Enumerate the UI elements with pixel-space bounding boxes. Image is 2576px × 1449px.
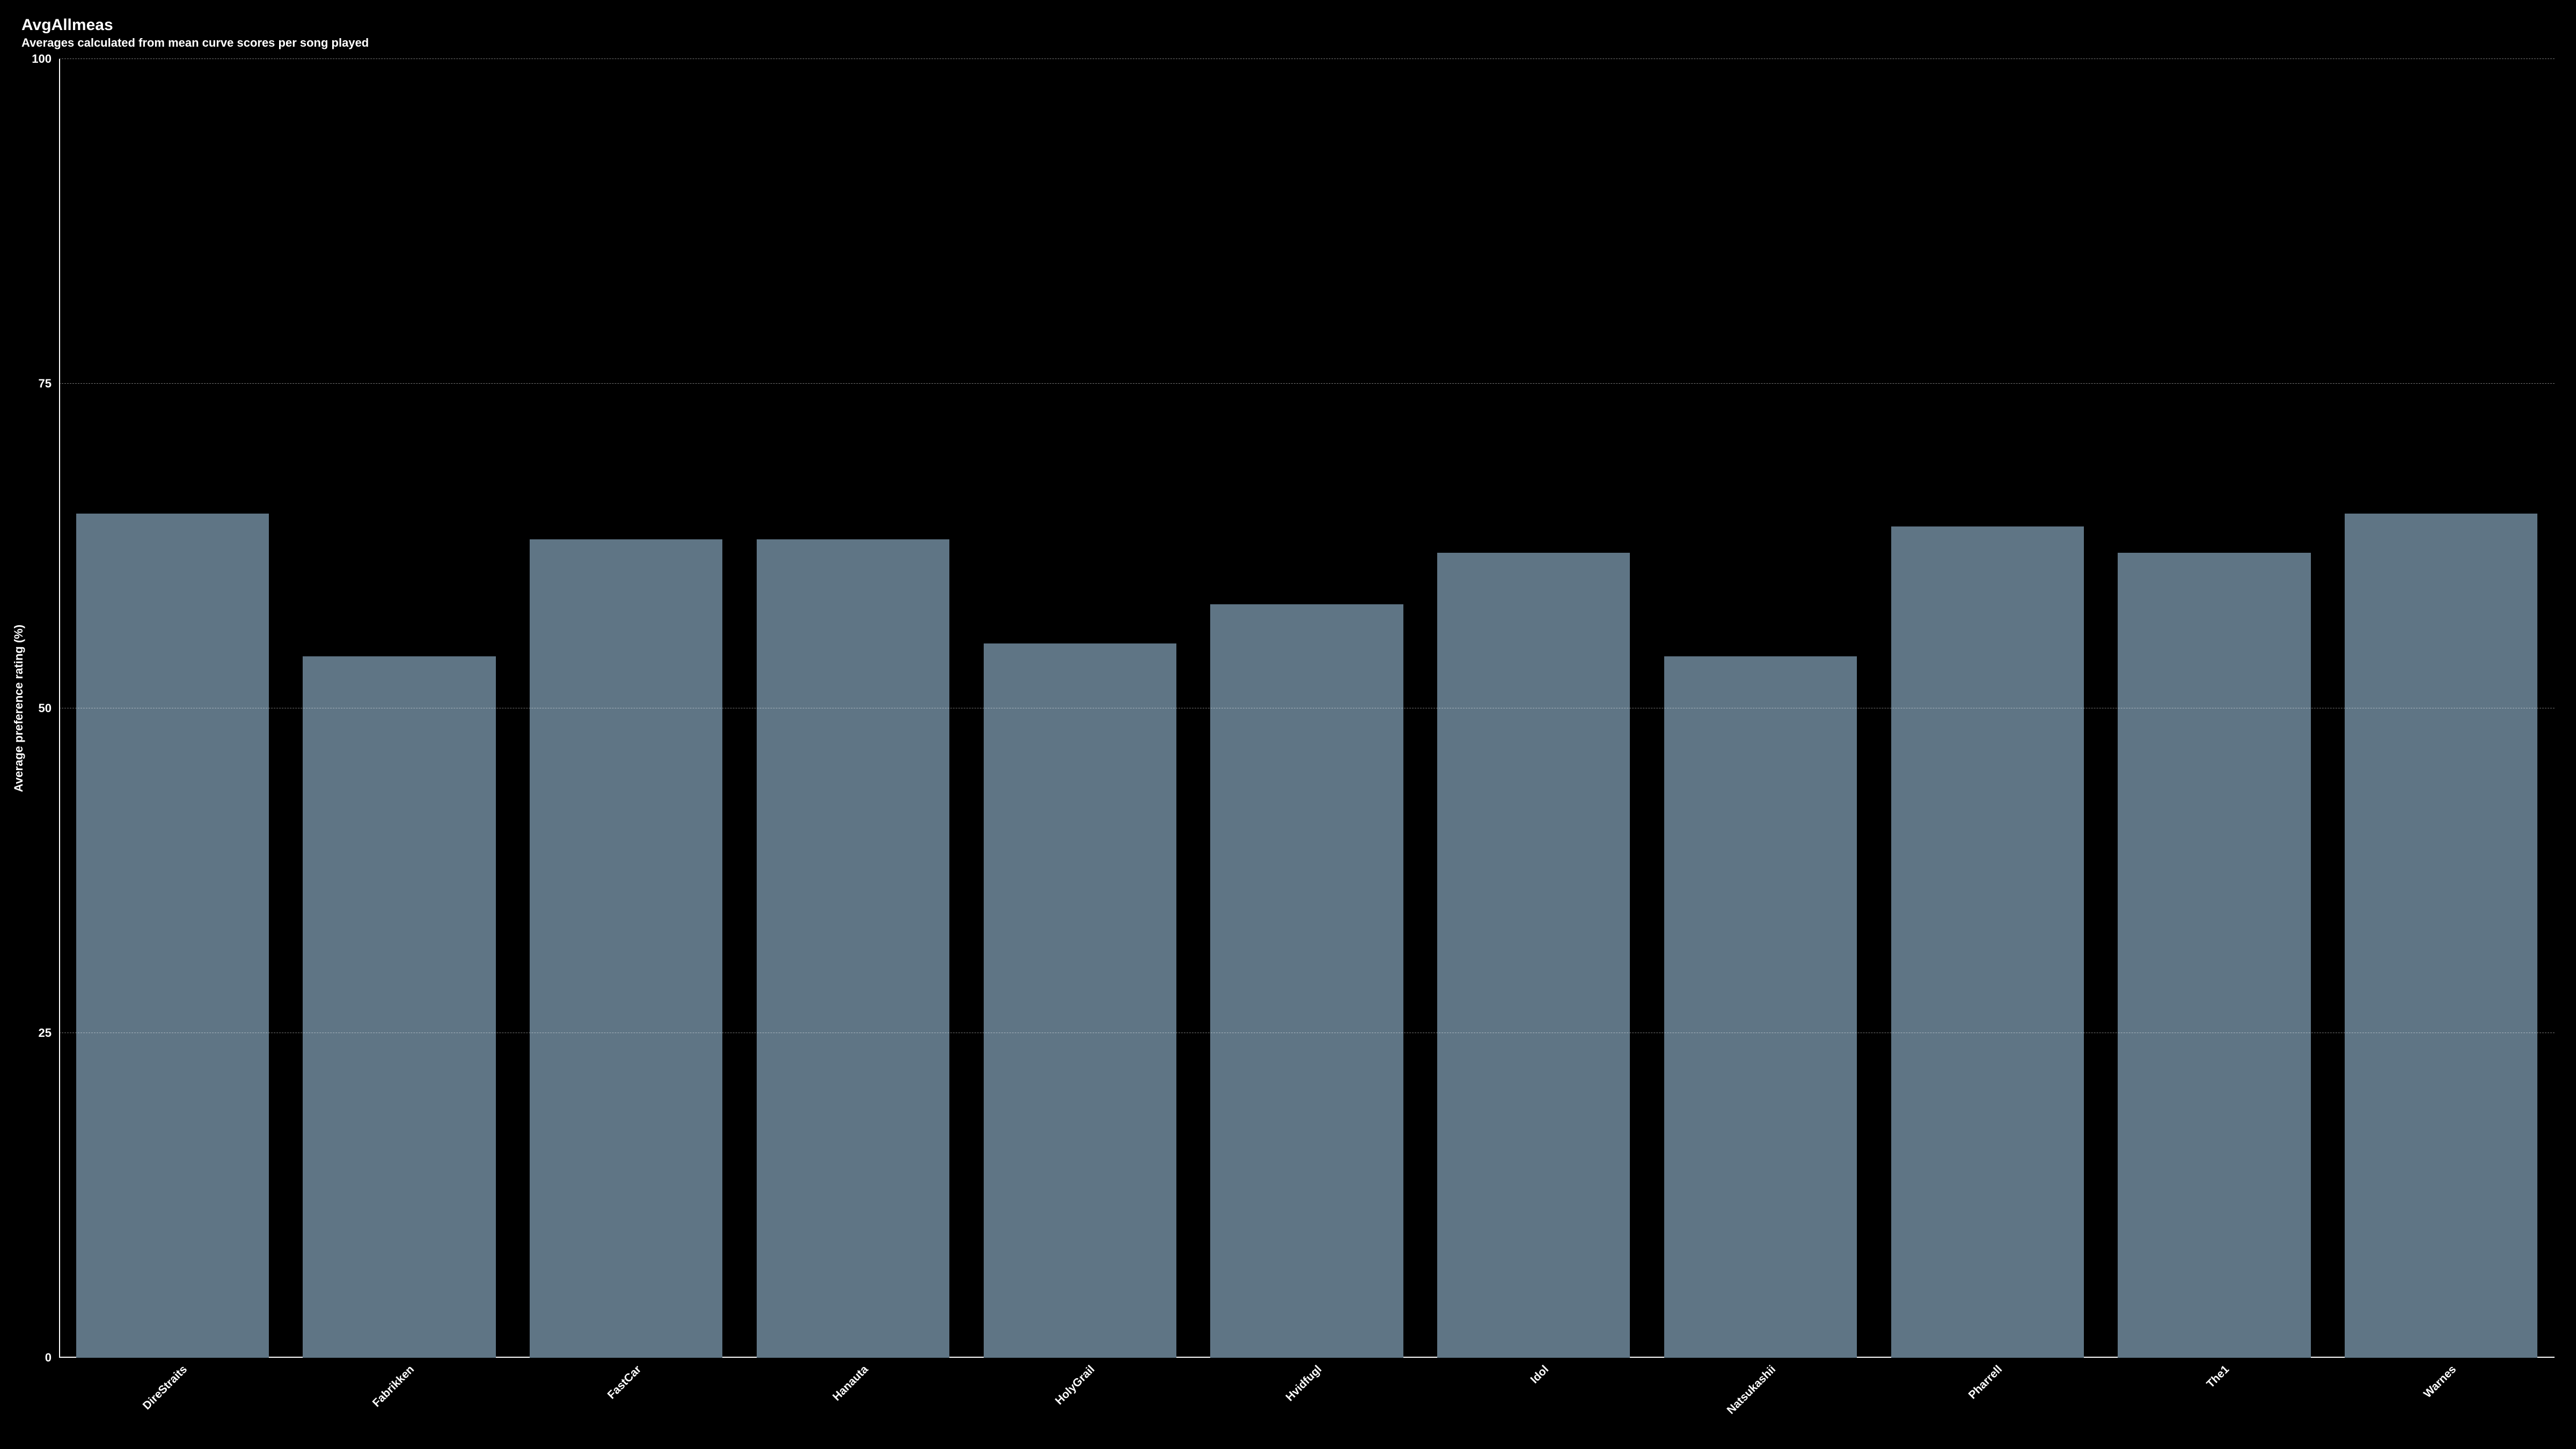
bar-slot: HolyGrail xyxy=(967,59,1194,1358)
y-tick-label: 0 xyxy=(45,1351,59,1365)
bar xyxy=(2118,553,2310,1358)
bar-slot: Warnes xyxy=(2328,59,2555,1358)
bar xyxy=(530,539,722,1358)
bar-slot: Fabrikken xyxy=(286,59,513,1358)
bar-slot: FastCar xyxy=(513,59,740,1358)
bar-slot: Natsukashii xyxy=(1647,59,1874,1358)
bar-slot: Pharrell xyxy=(1874,59,2101,1358)
bar xyxy=(76,514,269,1358)
bar xyxy=(2345,514,2537,1358)
bar xyxy=(1891,526,2084,1358)
plot-area: DireStraitsFabrikkenFastCarHanautaHolyGr… xyxy=(59,59,2555,1358)
bar-slot: Hanauta xyxy=(740,59,967,1358)
y-tick-label: 50 xyxy=(39,701,59,715)
grid-line xyxy=(59,383,2555,384)
bar xyxy=(757,539,949,1358)
y-tick-label: 75 xyxy=(39,377,59,391)
bar-slot: Idol xyxy=(1420,59,1647,1358)
bars-container: DireStraitsFabrikkenFastCarHanautaHolyGr… xyxy=(59,59,2555,1358)
y-axis-title: Average preference rating (%) xyxy=(12,625,26,792)
bar-slot: DireStraits xyxy=(59,59,286,1358)
bar-slot: The1 xyxy=(2101,59,2328,1358)
bar xyxy=(1664,656,1857,1358)
chart-title: AvgAllmeas xyxy=(21,16,2555,35)
chart-subtitle: Averages calculated from mean curve scor… xyxy=(21,36,2555,50)
y-tick-label: 100 xyxy=(32,52,59,66)
bar-chart: AvgAllmeas Averages calculated from mean… xyxy=(0,0,2576,1449)
bar xyxy=(1437,553,1630,1358)
bar xyxy=(303,656,495,1358)
bar-slot: Hvidfugl xyxy=(1194,59,1421,1358)
bar xyxy=(984,643,1176,1358)
bar xyxy=(1210,604,1403,1358)
y-tick-label: 25 xyxy=(39,1026,59,1040)
grid-line xyxy=(59,58,2555,59)
